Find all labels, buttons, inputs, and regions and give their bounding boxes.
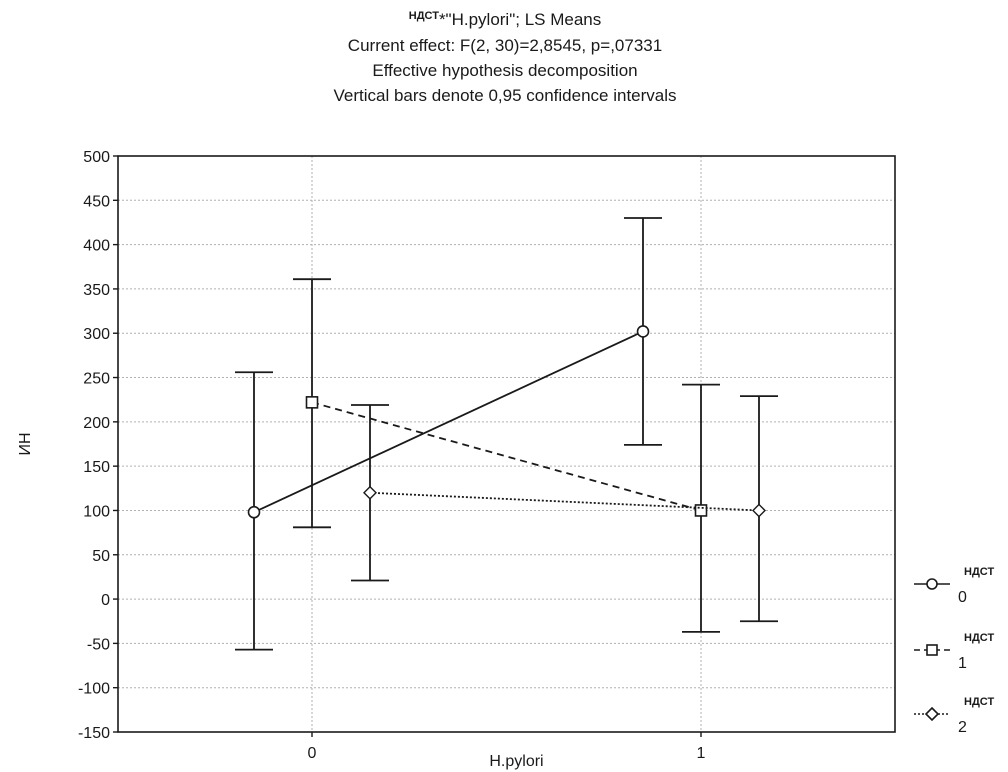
y-tick-label: 0 (101, 592, 110, 609)
y-tick-label: 450 (83, 193, 110, 210)
y-tick-label: 150 (83, 459, 110, 476)
legend-level-0: 0 (958, 589, 967, 606)
series-line (311, 401, 702, 512)
legend-level-1: 1 (958, 655, 967, 672)
chart-title: НДСТ*"H.pylori"; LS Means (120, 10, 890, 30)
legend-level-2: 2 (958, 719, 967, 736)
title-prefix: НДСТ (408, 10, 439, 22)
legend-swatch-1 (914, 644, 950, 656)
data-point (752, 503, 766, 518)
legend-name-2: НДСТ (964, 696, 995, 708)
legend-swatch-0 (914, 578, 950, 590)
x-axis-label: H.pylori (489, 753, 543, 770)
y-axis-label: ИН (17, 432, 34, 455)
y-tick-label: 50 (92, 548, 110, 565)
data-point (636, 325, 650, 338)
subtitle-effect: Current effect: F(2, 30)=2,8545, p=,0733… (347, 36, 663, 55)
y-tick-label: 100 (83, 503, 110, 520)
title-rest: *"H.pylori"; LS Means (438, 10, 602, 29)
y-tick-label: -100 (78, 681, 110, 698)
x-tick-label: 1 (697, 745, 706, 762)
subtitle-ci-note: Vertical bars denote 0,95 confidence int… (333, 86, 677, 105)
y-tick-label: 350 (83, 282, 110, 299)
plot-frame (117, 155, 896, 733)
series-2 (351, 395, 778, 623)
x-tick-label: 0 (308, 745, 317, 762)
data-point (694, 504, 708, 517)
y-tick-label: 500 (83, 149, 110, 166)
legend-swatch-2 (914, 706, 950, 722)
series-0 (235, 217, 662, 651)
y-tick-label: 250 (83, 371, 110, 388)
series-1 (293, 278, 720, 633)
legend-name-1: НДСТ (964, 632, 995, 644)
y-tick-label: -150 (78, 725, 110, 742)
series-line (369, 491, 760, 512)
y-tick-label: 200 (83, 415, 110, 432)
data-point (305, 396, 319, 409)
data-point (247, 505, 261, 519)
legend-name-0: НДСТ (964, 566, 995, 578)
y-tick-label: 400 (83, 238, 110, 255)
data-point (363, 485, 377, 500)
y-tick-label: -50 (87, 636, 110, 653)
y-tick-label: 300 (83, 326, 110, 343)
subtitle-decomposition: Effective hypothesis decomposition (372, 61, 638, 80)
series-line (253, 330, 644, 514)
